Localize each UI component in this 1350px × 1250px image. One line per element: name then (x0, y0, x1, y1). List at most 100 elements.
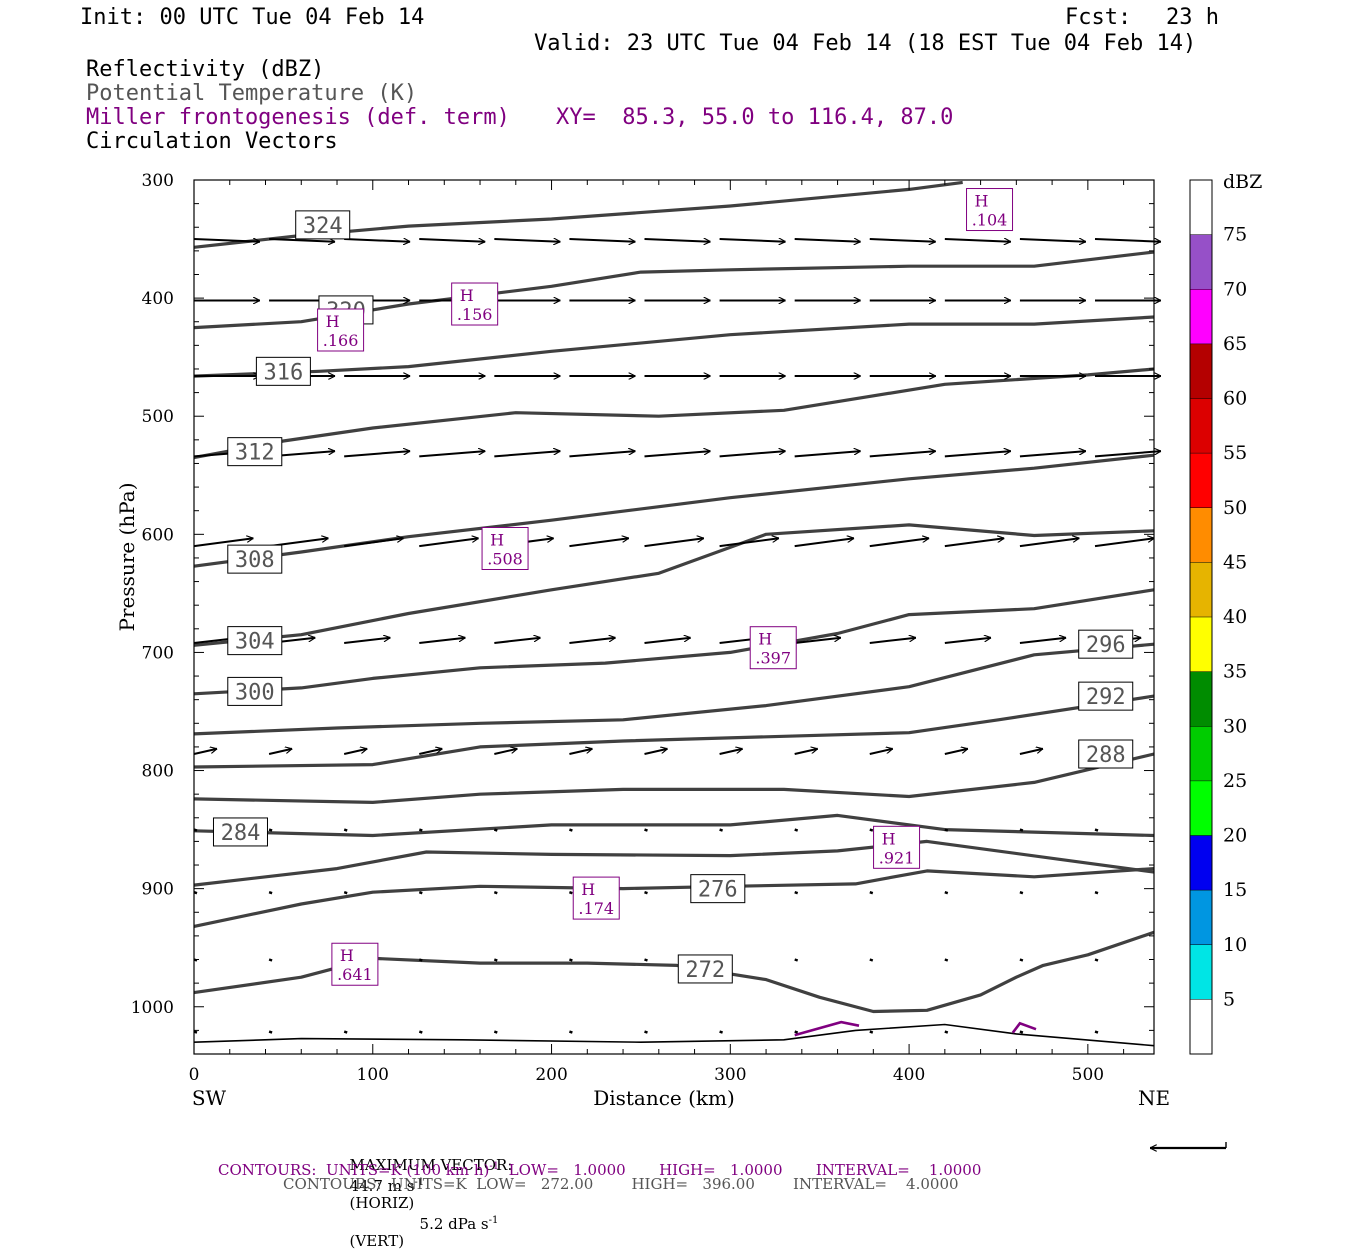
colorbar: 5 10 15 20 25 30 35 40 45 50 55 60 65 70 75 dBZ (1189, 171, 1262, 1055)
colorbar-segment (1190, 944, 1212, 1000)
theta-label-box (227, 437, 283, 467)
vector-dot (493, 828, 498, 832)
vector-arrow (569, 638, 615, 644)
colorbar-label: 25 (1223, 770, 1247, 792)
vector-arrow (344, 638, 390, 644)
theta-label-284: 284 (212, 817, 268, 847)
vector-arrow (193, 538, 253, 548)
vector-arrow (569, 538, 628, 548)
colorbar-segment-top (1190, 180, 1212, 235)
colorbar-segment (1190, 562, 1212, 617)
y-tick-label: 1000 (131, 998, 174, 1018)
theta-label-300: 300 (227, 676, 283, 706)
vector-dot (944, 828, 949, 832)
vector-arrow (644, 749, 668, 755)
theta-label-text: 292 (1086, 685, 1126, 710)
vector-dot (418, 891, 423, 895)
frontogenesis-max-box (749, 626, 797, 670)
vector-arrow (944, 638, 991, 644)
theta-label-box (227, 626, 283, 656)
vector-arrow (1019, 538, 1079, 548)
theta-label-box (1078, 629, 1134, 659)
forecast-hour: 23 h (1166, 5, 1219, 30)
theta-label-304: 304 (227, 626, 283, 656)
colorbar-segment (1190, 289, 1212, 344)
plot-frame (193, 179, 1155, 1055)
frontogenesis-max-letter: H (340, 946, 354, 965)
theta-contour-312 (193, 367, 1155, 460)
frontogenesis-max: H.641 (331, 942, 379, 986)
vector-dot (343, 891, 348, 895)
vector-dot (418, 958, 423, 962)
colorbar-label: 65 (1223, 333, 1247, 355)
theta-contour-272 (193, 930, 1155, 1014)
vector-arrow (644, 538, 704, 548)
vector-arrow (719, 239, 786, 242)
theta-contour-300 (193, 588, 1155, 696)
frontogenesis-max: H.921 (873, 825, 921, 869)
theta-label-text: 272 (685, 958, 725, 983)
frontogenesis-max: H.104 (966, 188, 1014, 232)
frontogenesis-max: H.156 (451, 282, 499, 326)
vector-arrow (719, 451, 786, 458)
theta-label-text: 296 (1086, 633, 1126, 658)
colorbar-segment (1190, 234, 1212, 290)
frontogenesis-max-value: .641 (337, 965, 373, 984)
legend-vectors: Circulation Vectors (86, 129, 338, 154)
x-axis-title: Distance (km) (593, 1086, 735, 1110)
colorbar-label: 35 (1223, 661, 1247, 683)
frontogenesis-max: H.397 (749, 626, 797, 670)
theta-label-text: 324 (303, 214, 343, 239)
vector-dot (794, 1030, 799, 1034)
frontogenesis-max: H.508 (481, 526, 529, 570)
theta-label-text: 288 (1086, 743, 1126, 768)
vector-dot (644, 828, 648, 832)
vector-arrow (794, 451, 861, 458)
vector-dot (794, 958, 799, 962)
vector-arrow (419, 749, 442, 755)
x-tick-label: 300 (714, 1065, 746, 1085)
fgen-contour-exp: -1 (489, 1161, 500, 1172)
colorbar-segment (1190, 999, 1212, 1054)
colorbar-segment (1190, 726, 1212, 781)
theta-label-text: 284 (221, 821, 261, 846)
vector-arrow (1094, 538, 1154, 548)
theta-label-288: 288 (1078, 739, 1134, 769)
theta-contour-288 (193, 752, 1155, 804)
vector-dot (644, 891, 648, 895)
colorbar-label: 50 (1223, 497, 1247, 519)
vector-dot (569, 1030, 573, 1034)
frontogenesis-max-letter: H (975, 192, 989, 211)
vector-arrow (419, 451, 485, 458)
colorbar-segment (1190, 453, 1212, 508)
vector-dot (343, 1030, 348, 1034)
colorbar-label: 55 (1223, 442, 1247, 464)
x-tick-label: 500 (1072, 1065, 1104, 1085)
y-tick-label: 700 (142, 643, 174, 663)
max-vector-vert: 5.2 dPa s (419, 1215, 489, 1233)
x-end-label-right: NE (1138, 1086, 1170, 1110)
vector-arrow (268, 749, 292, 755)
vector-arrow (869, 538, 929, 548)
frontogenesis-max-box (572, 876, 620, 920)
cross-section-endpoints: XY= 85.3, 55.0 to 116.4, 87.0 (556, 105, 954, 130)
vector-dot (794, 891, 799, 895)
frontogenesis-max-value: .156 (457, 305, 493, 324)
max-vector-info: MAXIMUM VECTOR: 44.7 m s-1 (HORIZ) 5.2 d… (340, 1140, 513, 1250)
y-tick-label: 400 (142, 289, 174, 309)
y-tick-label: 800 (142, 762, 174, 782)
vector-arrow (569, 239, 635, 242)
max-vector-label: MAXIMUM VECTOR: (349, 1156, 513, 1174)
vector-dot (869, 891, 874, 895)
theta-label-316: 316 (255, 356, 311, 386)
colorbar-segment (1190, 617, 1212, 672)
frontogenesis-max-box (317, 308, 365, 352)
vector-arrow (644, 239, 711, 242)
ground-line (193, 1023, 1155, 1047)
max-vector-horiz-exp: -1 (414, 1177, 425, 1188)
theta-label-box (227, 676, 283, 706)
frontogenesis-max-box (451, 282, 499, 326)
theta-label-272: 272 (677, 954, 733, 984)
vector-dot (644, 958, 648, 962)
